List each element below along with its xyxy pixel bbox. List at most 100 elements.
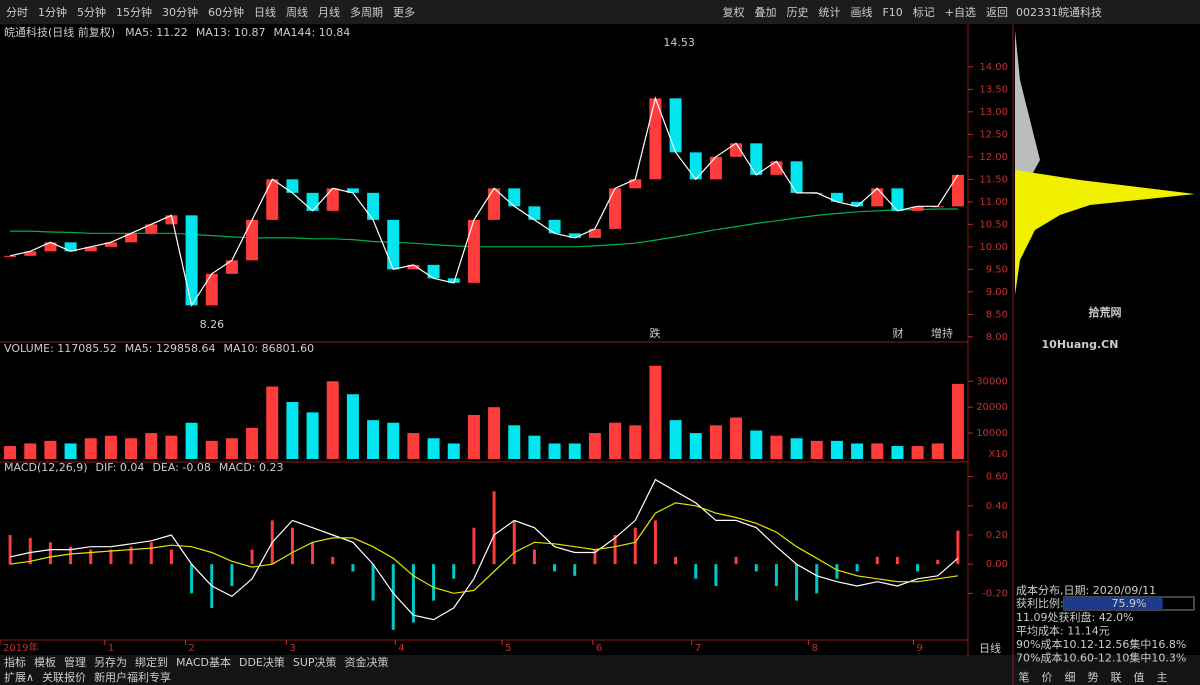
period-tab[interactable]: 分时 — [6, 6, 28, 19]
period-tab[interactable]: 周线 — [286, 5, 308, 19]
indicator-tab[interactable]: 资金决策 — [345, 655, 389, 669]
macd-bar — [653, 520, 657, 565]
period-label: 日线 — [979, 641, 1001, 655]
volume-bar — [145, 433, 158, 459]
indicator-tab[interactable]: DDE决策 — [239, 655, 285, 669]
macd-bar — [734, 556, 738, 565]
macd-bar — [230, 564, 234, 587]
toolbar-action[interactable]: 画线 — [850, 5, 872, 19]
macd-bar — [754, 564, 758, 572]
price-candle — [891, 188, 904, 211]
y-tick-label: 13.50 — [979, 84, 1008, 95]
period-tab[interactable]: 更多 — [393, 5, 415, 19]
volume-bar — [387, 422, 400, 459]
period-tab[interactable]: 多周期 — [350, 5, 383, 19]
period-tab[interactable]: 30分钟 — [162, 5, 198, 19]
toolbar-action[interactable]: +自选 — [945, 6, 976, 19]
macd-bar — [532, 549, 536, 565]
toolbar-action[interactable]: F10 — [882, 6, 902, 19]
volume-bar — [911, 446, 924, 459]
indicator-tab[interactable]: 指标 — [4, 655, 26, 669]
x-tick-label: 9 — [917, 643, 923, 654]
macd-bar — [855, 564, 859, 572]
price-candle — [266, 179, 279, 220]
volume-bar — [730, 417, 743, 459]
indicator-tab[interactable]: SUP决策 — [293, 655, 337, 669]
price-candle — [548, 219, 561, 234]
macd-bar — [936, 559, 940, 565]
volume-bar — [205, 440, 218, 459]
price-candle — [84, 246, 97, 252]
status-item[interactable]: 新用户福利专享 — [94, 670, 171, 684]
legend-entry: MA10: 86801.60 — [223, 342, 314, 355]
volume-bar — [346, 394, 359, 459]
side-tab[interactable]: 笔 — [1019, 670, 1030, 684]
macd-bar — [916, 564, 920, 572]
dif-line — [9, 478, 959, 621]
cost-title: 成本分布,日期: 2020/09/11 — [1016, 583, 1156, 597]
cost-line: 90%成本10.12-12.56集中16.8% — [1016, 637, 1186, 651]
side-tab[interactable]: 势 — [1088, 671, 1099, 684]
indicator-tab[interactable]: 绑定到 — [135, 655, 168, 669]
toolbar-action[interactable]: 复权 — [722, 5, 744, 19]
status-item[interactable]: 关联报价 — [42, 670, 86, 684]
side-tab[interactable]: 值 — [1134, 671, 1145, 684]
indicator-tab[interactable]: 模板 — [34, 655, 56, 669]
macd-bar — [371, 564, 375, 601]
profit-bar — [1064, 597, 1163, 610]
period-tab[interactable]: 1分钟 — [38, 5, 67, 19]
price-candle — [24, 251, 37, 256]
side-tab[interactable]: 价 — [1042, 671, 1053, 684]
y-tick-label: 9.00 — [986, 287, 1008, 298]
period-tab[interactable]: 月线 — [318, 5, 340, 19]
volume-bar — [125, 438, 138, 459]
volume-bar — [447, 443, 460, 459]
macd-bar — [795, 564, 799, 601]
side-tab[interactable]: 联 — [1111, 671, 1122, 684]
stock-name: 皖通科技 — [1058, 5, 1102, 19]
legend-entry: MACD: 0.23 — [219, 461, 284, 474]
volume-bar — [488, 407, 501, 459]
ma144-line — [10, 208, 958, 248]
price-candle — [750, 143, 763, 175]
x-tick-label: 2019年 — [3, 641, 38, 654]
macd-bar — [149, 542, 153, 565]
period-tab[interactable]: 5分钟 — [77, 5, 106, 19]
indicator-tab[interactable]: MACD基本 — [176, 655, 231, 669]
x-tick-label: 4 — [398, 643, 404, 654]
volume-bar — [528, 435, 541, 459]
y-tick-label: 0.20 — [986, 530, 1008, 541]
watermark-name: 拾荒网 — [1089, 305, 1122, 319]
toolbar-action[interactable]: 统计 — [818, 6, 840, 19]
price-candle — [4, 255, 17, 257]
price-candle — [871, 188, 884, 207]
profit-value: 75.9% — [1112, 597, 1147, 610]
macd-bar — [472, 527, 476, 565]
y-tick-label: 10.50 — [979, 219, 1008, 230]
y-tick-label: 9.50 — [986, 264, 1008, 275]
side-tab[interactable]: 细 — [1065, 671, 1076, 684]
price-candle — [165, 215, 178, 225]
toolbar-action[interactable]: 历史 — [786, 6, 808, 19]
indicator-tab[interactable]: 另存为 — [94, 655, 127, 669]
price-candle — [145, 224, 158, 234]
period-tab[interactable]: 15分钟 — [116, 5, 152, 19]
volume-bar — [44, 440, 57, 459]
price-candle — [851, 201, 864, 207]
status-item[interactable]: 扩展∧ — [4, 670, 34, 684]
period-tab[interactable]: 60分钟 — [208, 5, 244, 19]
price-candle — [246, 219, 259, 261]
profit-label: 获利比例: — [1016, 596, 1064, 610]
y-tick-label: 14.00 — [979, 62, 1008, 73]
indicator-tab[interactable]: 管理 — [64, 655, 86, 669]
toolbar-action[interactable]: 标记 — [913, 5, 935, 19]
toolbar-action[interactable]: 返回 — [986, 6, 1008, 19]
side-tab[interactable]: 主 — [1157, 671, 1168, 684]
price-candle — [326, 188, 339, 211]
toolbar-action[interactable]: 叠加 — [754, 6, 776, 19]
macd-bar — [774, 564, 778, 587]
macd-bar — [331, 556, 335, 565]
macd-bar — [875, 556, 879, 565]
macd-bar — [109, 549, 113, 565]
period-tab[interactable]: 日线 — [254, 5, 276, 19]
